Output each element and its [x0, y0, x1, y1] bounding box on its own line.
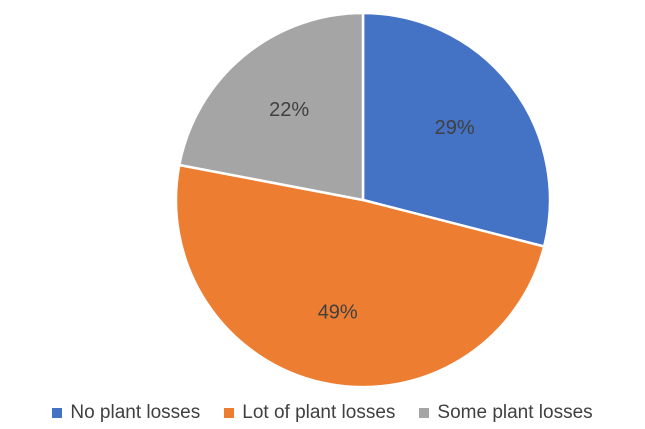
legend-swatch-lot-of-plant-losses: [224, 408, 235, 418]
legend-swatch-some-plant-losses: [419, 408, 430, 418]
pie-data-labels: 29% 49% 22%: [269, 99, 475, 323]
pie-slice-no-plant-losses: [361, 11, 552, 248]
legend-label-some-plant-losses: Some plant losses: [437, 402, 593, 423]
legend-label-lot-of-plant-losses: Lot of plant losses: [242, 402, 396, 423]
data-label-no-plant-losses: 29%: [435, 117, 475, 139]
pie-slice-some-plant-losses: [178, 11, 365, 202]
pie-slices: [174, 11, 552, 389]
legend-swatch-no-plant-losses: [52, 408, 63, 418]
legend-label-no-plant-losses: No plant losses: [70, 402, 201, 423]
legend-item-no-plant-losses: No plant losses: [52, 402, 200, 424]
pie-slice-lot-of-plant-losses: [174, 163, 546, 389]
data-label-some-plant-losses: 22%: [269, 99, 309, 121]
data-label-lot-of-plant-losses: 49%: [318, 301, 358, 323]
legend-item-lot-of-plant-losses: Lot of plant losses: [224, 402, 395, 424]
chart-legend: No plant losses Lot of plant losses Some…: [0, 400, 645, 426]
legend-item-some-plant-losses: Some plant losses: [419, 402, 593, 424]
